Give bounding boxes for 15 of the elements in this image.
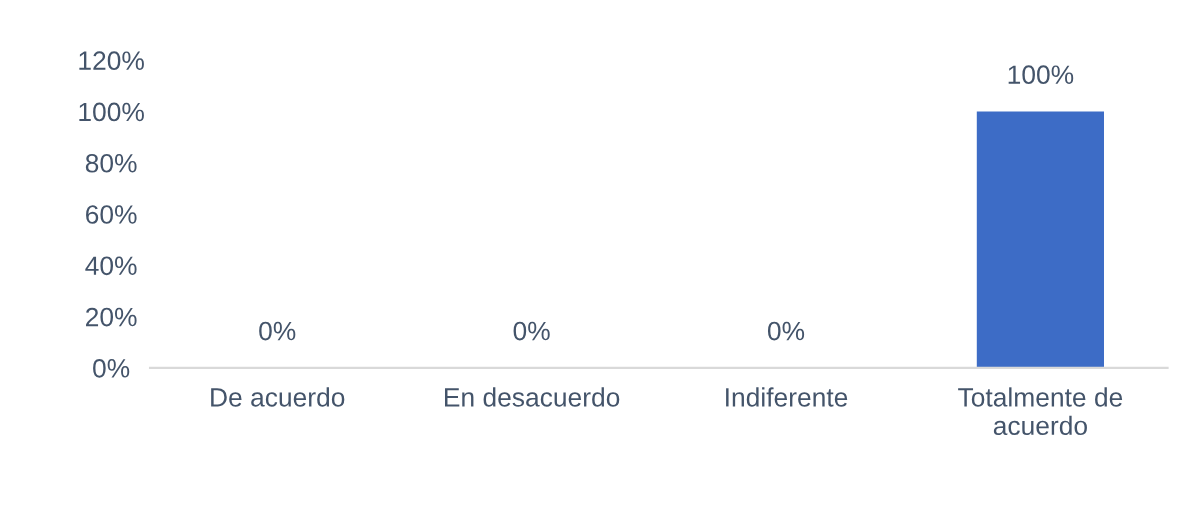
y-tick-label: 20%	[86, 307, 137, 327]
y-tick-label: 80%	[85, 153, 137, 173]
y-tick-label: 40%	[85, 256, 137, 276]
data-label: 100%	[1008, 65, 1074, 85]
y-tick-label: 0%	[93, 359, 130, 378]
x-tick-label: Totalmente de acuerdo	[958, 387, 1123, 436]
y-tick-label: 120%	[79, 51, 144, 71]
x-tick-label: En desacuerdo	[445, 387, 620, 407]
y-tick-label: 60%	[86, 205, 137, 224]
data-label: 0%	[259, 321, 296, 341]
data-label: 0%	[513, 321, 550, 341]
data-label: 0%	[767, 321, 805, 341]
x-tick-label: De acuerdo	[211, 387, 345, 407]
x-tick-label: Indiferente	[726, 387, 848, 407]
y-tick-label: 100%	[79, 102, 144, 122]
